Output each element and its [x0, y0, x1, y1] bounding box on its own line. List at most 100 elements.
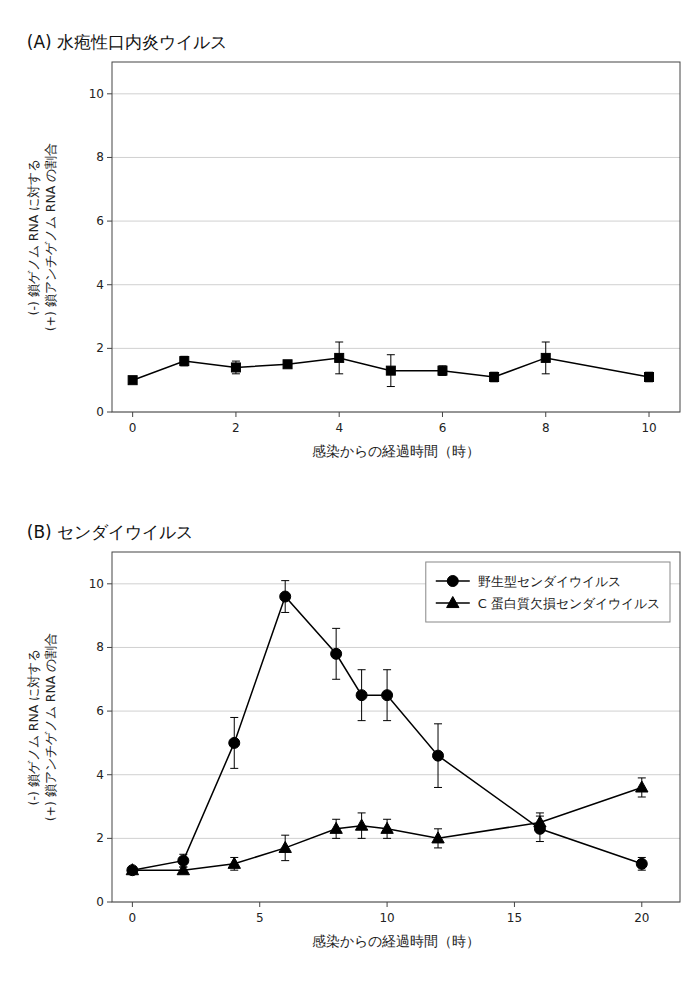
x-tick	[514, 902, 515, 907]
data-point	[541, 353, 550, 362]
plot-frame	[112, 62, 680, 412]
error-bar-cap	[358, 838, 366, 839]
data-point	[126, 864, 138, 875]
grid-line	[112, 221, 680, 222]
error-bar-cap	[542, 373, 550, 374]
figure: 02468100246810(A) 水疱性口内炎ウイルス感染からの経過時間（時）…	[0, 0, 700, 984]
x-axis-label: 感染からの経過時間（時）	[312, 933, 480, 949]
grid-line	[112, 284, 680, 285]
data-point	[280, 591, 291, 602]
legend-label: 野生型センダイウイルス	[478, 574, 621, 589]
legend-box	[426, 562, 670, 622]
plot-frame	[112, 552, 680, 902]
y-tick	[107, 157, 112, 158]
grid-line	[112, 647, 680, 648]
x-tick	[649, 412, 650, 417]
x-tick	[132, 412, 133, 417]
y-tick-label: 0	[96, 405, 104, 419]
grid-line	[112, 711, 680, 712]
error-bar-cap	[281, 612, 289, 613]
error-bar-cap	[383, 819, 391, 820]
x-tick-label: 6	[439, 421, 447, 435]
x-tick-label: 5	[256, 911, 264, 925]
error-bar-cap	[332, 679, 340, 680]
data-layer	[128, 342, 653, 387]
y-tick	[107, 838, 112, 839]
error-bar	[335, 342, 343, 374]
x-tick-label: 20	[634, 911, 649, 925]
error-bar	[387, 355, 395, 387]
x-tick-label: 4	[335, 421, 343, 435]
panel-title: (B) センダイウイルス	[27, 522, 193, 542]
legend-label: C 蛋白質欠損センダイウイルス	[478, 596, 660, 611]
error-bar-cap	[638, 777, 646, 778]
panel: 02468100246810(A) 水疱性口内炎ウイルス感染からの経過時間（時）…	[26, 32, 680, 459]
error-bar-cap	[281, 835, 289, 836]
error-bar-cap	[536, 841, 544, 842]
data-point	[381, 822, 393, 833]
x-tick	[641, 902, 642, 907]
x-axis-label: 感染からの経過時間（時）	[312, 443, 480, 459]
data-point	[331, 648, 342, 659]
error-bar-cap	[179, 854, 187, 855]
y-tick-label: 10	[89, 87, 104, 101]
y-axis-label: (+) 鎖アンチゲノム RNA の割合	[43, 633, 58, 822]
data-point	[433, 750, 444, 761]
y-tick	[107, 583, 112, 584]
y-tick	[107, 348, 112, 349]
series-line	[132, 787, 641, 870]
error-bar-cap	[232, 361, 240, 362]
data-point	[231, 363, 240, 372]
error-bar-cap	[358, 669, 366, 670]
error-bar-cap	[281, 860, 289, 861]
error-bar-cap	[434, 828, 442, 829]
data-layer	[126, 581, 648, 876]
y-tick	[107, 647, 112, 648]
plot-area	[112, 62, 680, 412]
error-bar-cap	[332, 838, 340, 839]
data-point	[386, 366, 395, 375]
y-tick-label: 4	[96, 768, 104, 782]
x-tick	[545, 412, 546, 417]
x-tick-label: 0	[129, 421, 137, 435]
error-bar-cap	[230, 768, 238, 769]
error-bar-cap	[542, 342, 550, 343]
error-bar	[490, 372, 498, 382]
legend-marker	[447, 576, 458, 587]
grid-line	[112, 838, 680, 839]
data-point	[228, 857, 240, 868]
y-tick-label: 4	[96, 278, 104, 292]
error-bar-cap	[230, 870, 238, 871]
background	[0, 0, 700, 984]
grid-line	[112, 348, 680, 349]
data-point	[534, 816, 546, 827]
error-bar-cap	[434, 723, 442, 724]
data-point	[438, 366, 447, 375]
error-bar-cap	[387, 386, 395, 387]
legend: 野生型センダイウイルス C 蛋白質欠損センダイウイルス	[426, 562, 670, 622]
error-bar-cap	[434, 787, 442, 788]
x-tick-label: 0	[129, 911, 137, 925]
data-point	[636, 858, 647, 869]
error-bar-cap	[383, 838, 391, 839]
error-bar-cap	[332, 628, 340, 629]
y-tick-label: 6	[96, 704, 104, 718]
data-point	[330, 822, 342, 833]
error-bar-cap	[230, 717, 238, 718]
x-tick-label: 10	[641, 421, 656, 435]
y-tick	[107, 902, 112, 903]
error-bar	[232, 361, 240, 374]
y-tick	[107, 284, 112, 285]
error-bar-cap	[536, 812, 544, 813]
data-point	[128, 376, 137, 385]
y-tick-label: 8	[96, 150, 104, 164]
error-bar-cap	[434, 847, 442, 848]
y-tick-label: 8	[96, 640, 104, 654]
error-bar-cap	[332, 819, 340, 820]
x-tick-label: 8	[542, 421, 550, 435]
y-tick-label: 2	[96, 831, 104, 845]
grid-line	[112, 93, 680, 94]
y-tick-label: 2	[96, 341, 104, 355]
grid-line	[112, 774, 680, 775]
data-point	[335, 353, 344, 362]
